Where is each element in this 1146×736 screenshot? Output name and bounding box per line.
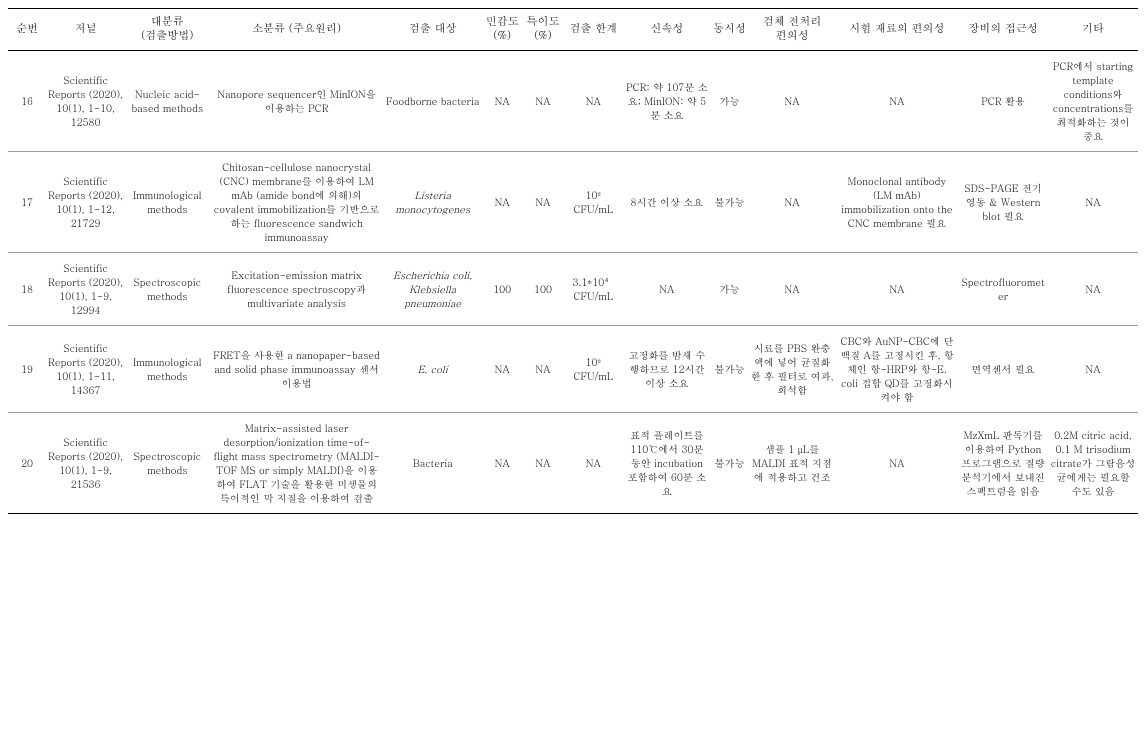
cell-specificity: NA: [523, 412, 564, 513]
cell-reagent: NA: [836, 50, 959, 151]
cell-target: Bacteria: [384, 412, 482, 513]
cell-pretreatment: 샘플 1 μL를 MALDI 표적 지점에 적용하고 건조: [749, 412, 836, 513]
cell-no: 18: [8, 252, 46, 325]
header-major: 대분류 (검출방법): [125, 9, 209, 51]
cell-sensitivity: NA: [482, 50, 523, 151]
cell-no: 17: [8, 151, 46, 252]
cell-simultaneous: 가능: [710, 252, 748, 325]
cell-minor: Excitation-emission matrix fluorescence …: [209, 252, 383, 325]
header-journal: 저널: [46, 9, 125, 51]
cell-reagent: NA: [836, 412, 959, 513]
cell-equipment: PCR 활용: [958, 50, 1048, 151]
cell-target: Listeria monocytogenes: [384, 151, 482, 252]
cell-other: NA: [1048, 325, 1138, 412]
header-no: 순번: [8, 9, 46, 51]
table-row: 17Scientific Reports (2020), 10(1), 1-12…: [8, 151, 1138, 252]
cell-no: 19: [8, 325, 46, 412]
cell-speed: 고정화를 밤새 수행하므로 12시간 이상 소요: [623, 325, 710, 412]
header-pretreatment: 검체 전처리 편의성: [749, 9, 836, 51]
cell-specificity: NA: [523, 50, 564, 151]
table-row: 16Scientific Reports (2020), 10(1), 1-10…: [8, 50, 1138, 151]
cell-equipment: 면역센서 필요: [958, 325, 1048, 412]
cell-limit: NA: [563, 412, 623, 513]
cell-minor: Chitosan-cellulose nanocrystal (CNC) mem…: [209, 151, 383, 252]
cell-simultaneous: 가능: [710, 50, 748, 151]
header-speed: 신속성: [623, 9, 710, 51]
cell-journal: Scientific Reports (2020), 10(1), 1-9, 1…: [46, 252, 125, 325]
table-row: 20Scientific Reports (2020), 10(1), 1-9,…: [8, 412, 1138, 513]
cell-other: PCR에서 starting template conditions와 conc…: [1048, 50, 1138, 151]
cell-target: E. coli: [384, 325, 482, 412]
cell-target: Foodborne bacteria: [384, 50, 482, 151]
cell-pretreatment: NA: [749, 50, 836, 151]
table-row: 19Scientific Reports (2020), 10(1), 1-11…: [8, 325, 1138, 412]
cell-equipment: SDS-PAGE 전기영동 & Western blot 필요: [958, 151, 1048, 252]
cell-specificity: 100: [523, 252, 564, 325]
cell-other: NA: [1048, 252, 1138, 325]
cell-minor: Nanopore sequencer인 MinION을 이용하는 PCR: [209, 50, 383, 151]
cell-limit: NA: [563, 50, 623, 151]
header-target: 검출 대상: [384, 9, 482, 51]
data-table: 순번 저널 대분류 (검출방법) 소분류 (주요원리) 검출 대상 민감도 (%…: [8, 8, 1138, 514]
cell-no: 20: [8, 412, 46, 513]
cell-speed: NA: [623, 252, 710, 325]
cell-sensitivity: NA: [482, 325, 523, 412]
cell-reagent: NA: [836, 252, 959, 325]
cell-journal: Scientific Reports (2020), 10(1), 1-10, …: [46, 50, 125, 151]
cell-pretreatment: 시료를 PBS 완충액에 넣어 균질화한 후 필터로 여과, 희석함: [749, 325, 836, 412]
cell-minor: FRET을 사용한 a nanopaper-based and solid ph…: [209, 325, 383, 412]
cell-specificity: NA: [523, 325, 564, 412]
header-specificity: 특이도 (%): [523, 9, 564, 51]
cell-major: Spectroscopic methods: [125, 252, 209, 325]
cell-major: Spectroscopic methods: [125, 412, 209, 513]
cell-sensitivity: NA: [482, 151, 523, 252]
cell-major: Nucleic acid-based methods: [125, 50, 209, 151]
cell-limit: 10² CFU/mL: [563, 151, 623, 252]
cell-equipment: MzXmL 판독기를 이용하여 Python 프로그램으로 질량 분석기에서 보…: [958, 412, 1048, 513]
cell-journal: Scientific Reports (2020), 10(1), 1-11, …: [46, 325, 125, 412]
cell-speed: 8시간 이상 소요: [623, 151, 710, 252]
cell-reagent: CBC와 AuNP-CBC에 단백질 A를 고정시킨 후, 항체인 항-HRP와…: [836, 325, 959, 412]
header-equipment: 장비의 접근성: [958, 9, 1048, 51]
cell-sensitivity: NA: [482, 412, 523, 513]
cell-limit: 3.1*10⁴ CFU/mL: [563, 252, 623, 325]
cell-other: NA: [1048, 151, 1138, 252]
cell-equipment: Spectrofluorometer: [958, 252, 1048, 325]
cell-simultaneous: 불가능: [710, 325, 748, 412]
header-sensitivity: 민감도 (%): [482, 9, 523, 51]
cell-journal: Scientific Reports (2020), 10(1), 1-12, …: [46, 151, 125, 252]
header-simultaneous: 동시성: [710, 9, 748, 51]
cell-simultaneous: 불가능: [710, 412, 748, 513]
cell-pretreatment: NA: [749, 252, 836, 325]
cell-no: 16: [8, 50, 46, 151]
cell-simultaneous: 불가능: [710, 151, 748, 252]
cell-minor: Matrix-assisted laser desorption/ionizat…: [209, 412, 383, 513]
cell-pretreatment: NA: [749, 151, 836, 252]
cell-limit: 10² CFU/mL: [563, 325, 623, 412]
cell-specificity: NA: [523, 151, 564, 252]
cell-journal: Scientific Reports (2020), 10(1), 1-9, 2…: [46, 412, 125, 513]
cell-other: 0.2M citric acid, 0.1 M trisodium citrat…: [1048, 412, 1138, 513]
cell-major: Immunological methods: [125, 151, 209, 252]
header-other: 기타: [1048, 9, 1138, 51]
cell-major: Immunological methods: [125, 325, 209, 412]
header-limit: 검출 한계: [563, 9, 623, 51]
header-reagent: 시험 재료의 편의성: [836, 9, 959, 51]
cell-target: Escherichia coli, Klebsiella pneumoniae: [384, 252, 482, 325]
cell-sensitivity: 100: [482, 252, 523, 325]
table-header-row: 순번 저널 대분류 (검출방법) 소분류 (주요원리) 검출 대상 민감도 (%…: [8, 9, 1138, 51]
cell-speed: 표적 플레이트를 110℃에서 30분 동안 incubation 포함하여 6…: [623, 412, 710, 513]
table-row: 18Scientific Reports (2020), 10(1), 1-9,…: [8, 252, 1138, 325]
cell-reagent: Monoclonal antibody (LM mAb) immobilizat…: [836, 151, 959, 252]
cell-speed: PCR: 약 107분 소요; MinION: 약 5분 소요: [623, 50, 710, 151]
header-minor: 소분류 (주요원리): [209, 9, 383, 51]
